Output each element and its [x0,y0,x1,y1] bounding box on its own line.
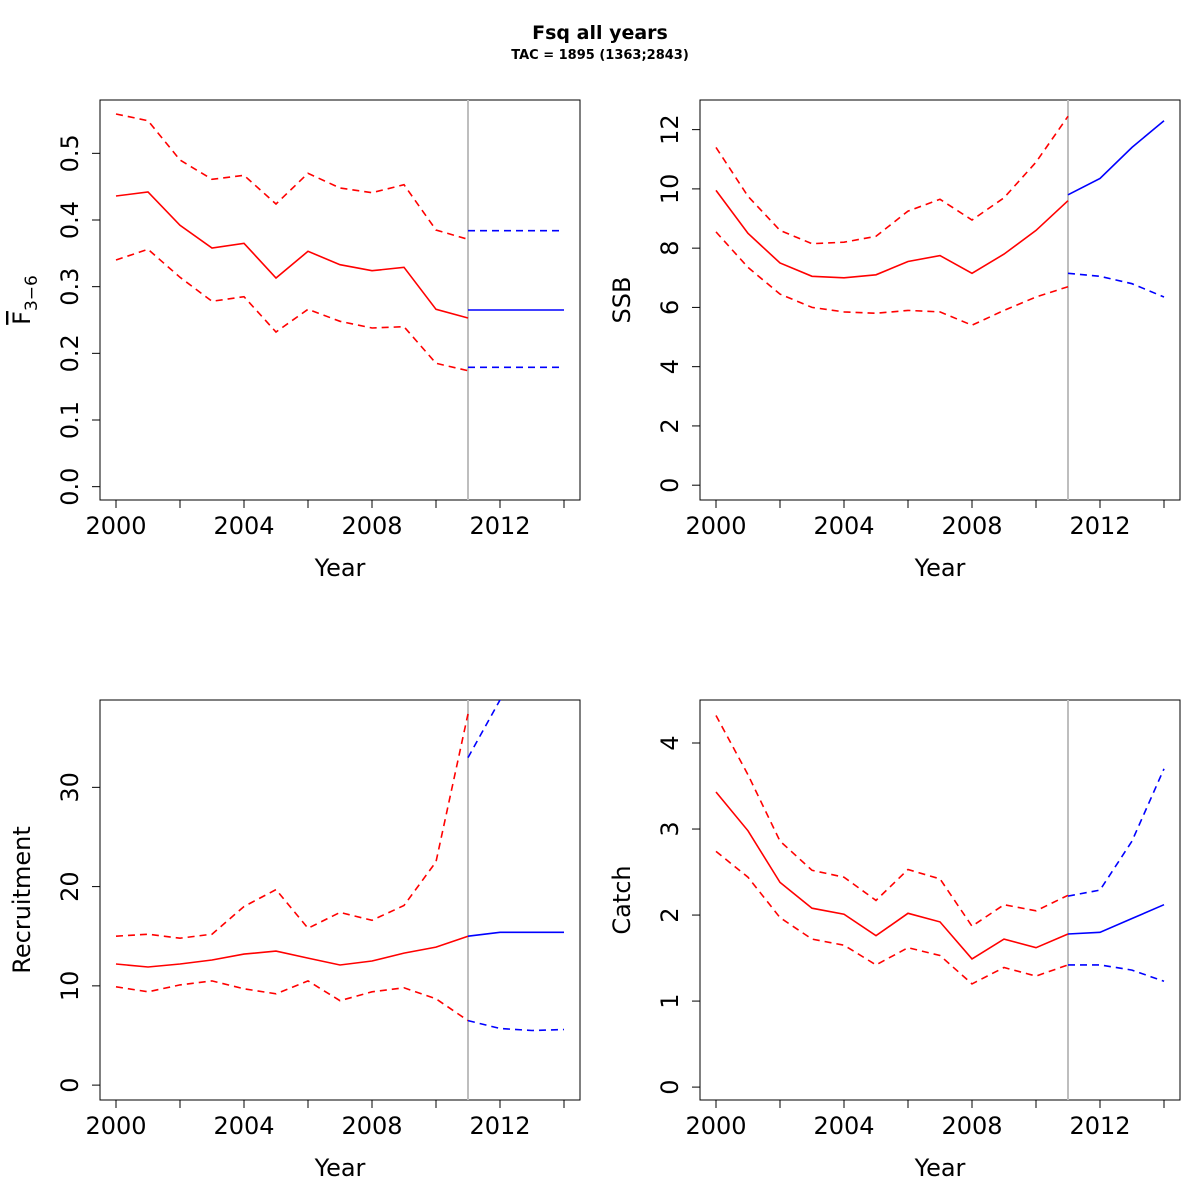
y-axis-label-sub-f: 3−6 [22,275,42,311]
y-tick-label-recruitment: 10 [56,971,84,1002]
panel-recruitment: 2000 2004 2008 2012 0 10 20 30 Year Recruitment [8,699,581,1182]
y-tick-label-ssb: 4 [656,359,684,374]
x-tick-label-f: 2012 [469,512,530,540]
series-catch-forecast-dashed-5 [1068,964,1165,983]
y-tick-label-f: 0.3 [56,268,84,306]
figure-title: Fsq all years [532,22,668,44]
panel-ssb: 2000 2004 2008 2012 0 2 4 6 8 10 12 Year SSB [608,99,1181,582]
x-axis-label-catch: Year [914,1154,966,1182]
y-tick-label-ssb: 2 [656,418,684,433]
x-tick-label-f: 2000 [85,512,146,540]
series-catch-estimate-solid-0 [715,791,1069,960]
y-tick-label-catch: 4 [656,735,684,750]
plot-frame-f [99,99,581,501]
series-recruitment-forecast-solid-3 [467,931,564,937]
y-tick-label-ssb: 8 [656,241,684,256]
y-tick-label-recruitment: 20 [56,871,84,902]
x-tick-label-recruitment: 2012 [469,1112,530,1140]
y-tick-label-catch: 2 [656,907,684,922]
x-tick-label-ssb: 2008 [941,512,1002,540]
y-tick-label-ssb: 10 [656,174,684,205]
x-tick-label-catch: 2000 [685,1112,746,1140]
series-f-estimate-dashed-2 [115,248,469,372]
y-tick-label-f: 0.5 [56,134,84,172]
x-tick-label-f: 2004 [213,512,274,540]
series-catch-forecast-solid-3 [1067,903,1165,935]
x-tick-label-recruitment: 2000 [85,1112,146,1140]
x-tick-label-f: 2008 [341,512,402,540]
y-tick-label-ssb: 0 [656,478,684,493]
y-tick-label-f: 0.0 [56,468,84,506]
series-f-estimate-dashed-1 [115,113,469,241]
series-ssb-estimate-dashed-1 [715,115,1069,245]
figure-subtitle: TAC = 1895 (1363;2843) [511,48,689,63]
y-axis-label-f: F3−6 [8,275,42,325]
series-recruitment-estimate-dashed-2 [115,980,469,1022]
x-axis-label-ssb: Year [914,554,966,582]
y-tick-label-ssb: 6 [656,300,684,315]
y-tick-label-recruitment: 0 [56,1077,84,1092]
plot-frame-recruitment [99,699,581,1101]
series-catch-estimate-dashed-2 [715,850,1069,985]
x-tick-label-recruitment: 2008 [341,1112,402,1140]
y-tick-label-f: 0.1 [56,401,84,439]
x-tick-label-ssb: 2012 [1069,512,1130,540]
series-f-estimate-solid-0 [115,191,469,319]
series-recruitment-estimate-solid-0 [115,935,469,968]
x-tick-label-catch: 2008 [941,1112,1002,1140]
y-tick-label-ssb: 12 [656,114,684,145]
y-axis-label-main-catch: Catch [608,865,636,934]
y-tick-label-recruitment: 30 [56,772,84,803]
y-axis-label-ssb: SSB [608,277,636,324]
y-axis-label-catch: Catch [608,865,636,934]
plot-frame-ssb [699,99,1181,501]
series-group-catch [715,715,1165,985]
x-tick-label-catch: 2004 [813,1112,874,1140]
x-tick-label-catch: 2012 [1069,1112,1130,1140]
x-axis-label-f: Year [314,554,366,582]
x-axis-label-recruitment: Year [314,1154,366,1182]
x-tick-label-ssb: 2004 [813,512,874,540]
series-recruitment-forecast-dashed-5 [467,1019,565,1032]
y-tick-label-f: 0.2 [56,334,84,372]
y-axis-label-recruitment: Recruitment [8,826,36,973]
series-recruitment-forecast-dashed-4 [467,700,502,758]
y-axis-label-main-f: F [8,311,36,325]
y-axis-label-main-recruitment: Recruitment [8,826,36,973]
series-catch-forecast-dashed-4 [1067,768,1165,897]
series-group-recruitment [115,700,565,1032]
series-group-ssb [715,115,1165,327]
y-tick-label-catch: 0 [656,1079,684,1094]
y-tick-label-catch: 1 [656,993,684,1008]
series-ssb-forecast-solid-3 [1067,120,1165,196]
series-ssb-forecast-dashed-4 [1067,272,1165,298]
series-recruitment-estimate-dashed-1 [115,713,469,940]
x-tick-label-recruitment: 2004 [213,1112,274,1140]
series-catch-estimate-dashed-1 [715,715,1069,928]
plot-frame-catch [699,699,1181,1101]
series-ssb-estimate-solid-0 [715,189,1069,279]
series-group-f [115,113,564,372]
panel-f: 2000 2004 2008 2012 0.0 0.1 0.2 0.3 0.4 0.5 Year F3… [8,99,581,582]
series-ssb-estimate-dashed-2 [715,231,1069,327]
y-tick-label-catch: 3 [656,821,684,836]
y-tick-label-f: 0.4 [56,201,84,239]
x-tick-label-ssb: 2000 [685,512,746,540]
y-axis-label-main-ssb: SSB [608,277,636,324]
